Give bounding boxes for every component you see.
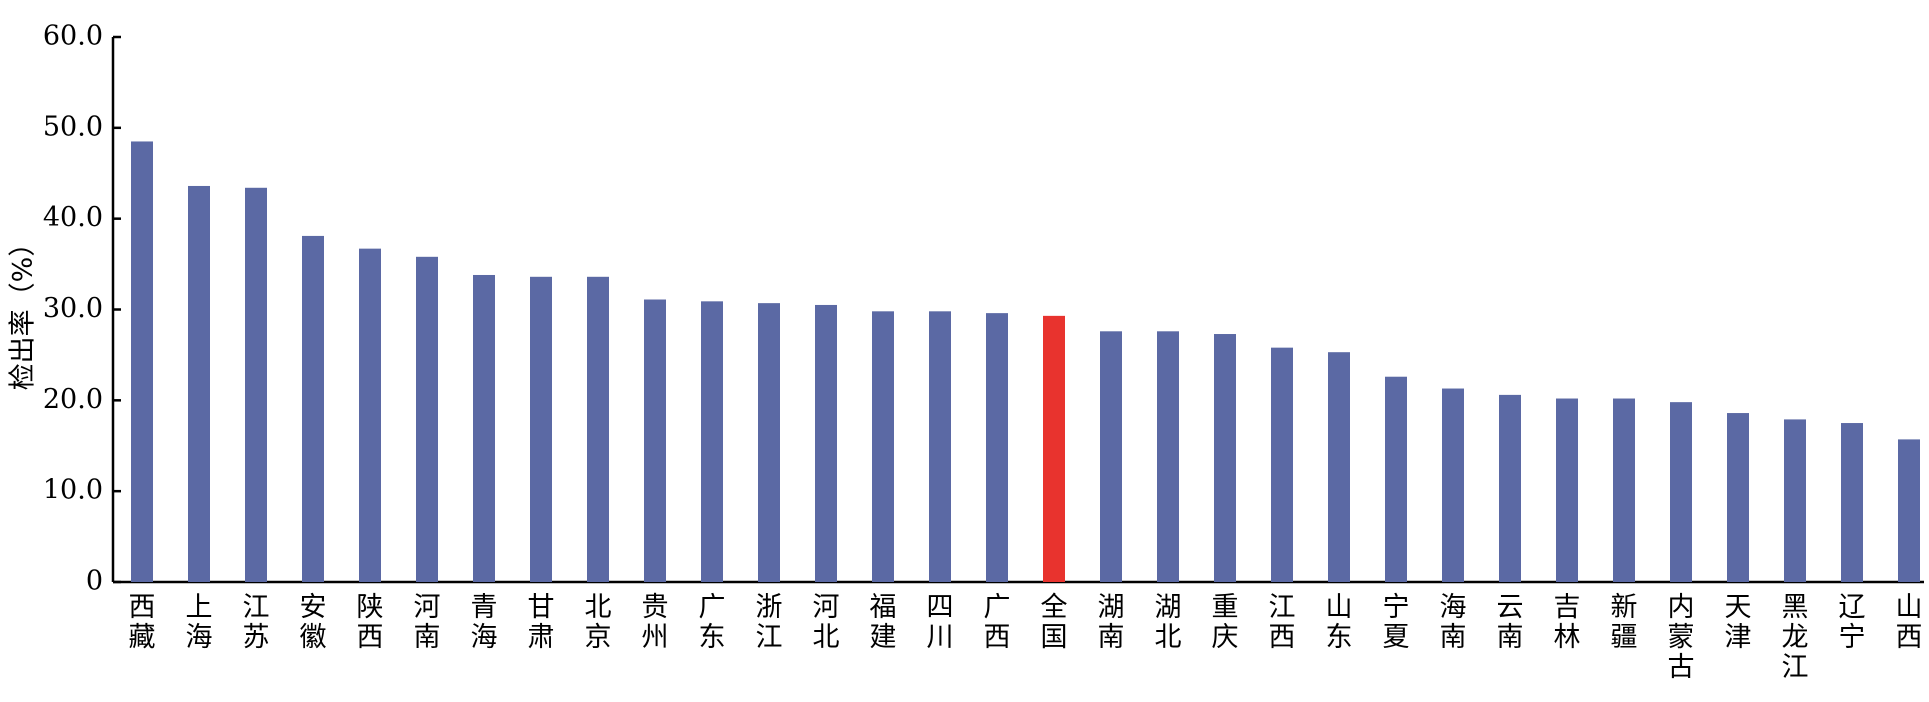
bar [1043, 315, 1065, 582]
x-tick-label: 全国 [1041, 592, 1068, 653]
x-tick-label: 山东 [1326, 592, 1353, 653]
bar [701, 301, 723, 582]
x-tick-label: 重庆 [1212, 592, 1239, 653]
x-tick-label: 湖北 [1155, 592, 1182, 653]
bar [302, 235, 324, 583]
x-tick-label: 福建 [870, 592, 897, 653]
bar [188, 185, 210, 582]
x-tick-label: 湖南 [1098, 592, 1125, 653]
x-tick-label: 广西 [984, 592, 1011, 653]
y-tick-label: 40.0 [43, 202, 103, 233]
bar [359, 248, 381, 582]
x-tick-label: 江西 [1269, 592, 1296, 653]
bar [1556, 398, 1578, 582]
x-tick-label: 西藏 [129, 592, 156, 653]
x-tick-label: 陕西 [357, 592, 384, 653]
x-tick-label: 北京 [585, 592, 612, 653]
bar [1385, 376, 1407, 582]
bar [473, 274, 495, 582]
bar [1328, 352, 1350, 582]
y-tick-label: 10.0 [43, 475, 103, 506]
bar [416, 256, 438, 582]
bar [131, 141, 153, 583]
bar [1784, 419, 1806, 582]
x-tick-label: 山西 [1896, 592, 1923, 653]
x-tick-label: 辽宁 [1839, 592, 1866, 653]
bar [872, 311, 894, 582]
x-tick-label: 安徽 [300, 592, 327, 653]
bar [1271, 347, 1293, 582]
bar [530, 276, 552, 582]
bar [1898, 439, 1920, 582]
bar [587, 276, 609, 582]
y-tick-label: 0 [86, 566, 103, 597]
bar [815, 304, 837, 582]
bar [1499, 394, 1521, 582]
bar [1727, 413, 1749, 582]
x-tick-label: 内蒙古 [1668, 592, 1695, 683]
y-tick-label: 30.0 [43, 293, 103, 324]
x-tick-label: 江苏 [243, 592, 270, 653]
bar [1670, 402, 1692, 582]
y-tick-label: 60.0 [43, 21, 103, 52]
bar [1841, 423, 1863, 582]
bar [245, 187, 267, 583]
bar [929, 311, 951, 582]
x-tick-label: 青海 [471, 592, 498, 653]
x-tick-label: 河南 [414, 592, 441, 653]
x-tick-label: 新疆 [1611, 592, 1638, 653]
x-tick-label: 宁夏 [1383, 592, 1410, 653]
x-tick-label: 吉林 [1554, 592, 1581, 653]
bar [986, 313, 1008, 582]
bar [1214, 334, 1236, 582]
x-tick-label: 四川 [927, 592, 954, 653]
bar [1157, 331, 1179, 582]
y-tick-label: 50.0 [43, 111, 103, 142]
x-tick-label: 广东 [699, 592, 726, 653]
x-tick-label: 云南 [1497, 592, 1524, 653]
bar [758, 303, 780, 582]
y-axis-label: 检出率（%） [8, 230, 39, 391]
x-tick-label: 上海 [186, 592, 213, 653]
x-tick-label: 浙江 [756, 592, 783, 653]
x-tick-label: 河北 [813, 592, 840, 653]
bar [644, 299, 666, 582]
y-tick-label: 20.0 [43, 384, 103, 415]
bar [1613, 398, 1635, 582]
x-tick-label: 海南 [1440, 592, 1467, 653]
bar [1100, 331, 1122, 582]
x-tick-label: 黑龙江 [1782, 592, 1809, 683]
x-tick-label: 甘肃 [528, 592, 555, 653]
bar [1442, 388, 1464, 582]
x-tick-label: 贵州 [642, 592, 669, 653]
x-tick-label: 天津 [1725, 592, 1752, 653]
